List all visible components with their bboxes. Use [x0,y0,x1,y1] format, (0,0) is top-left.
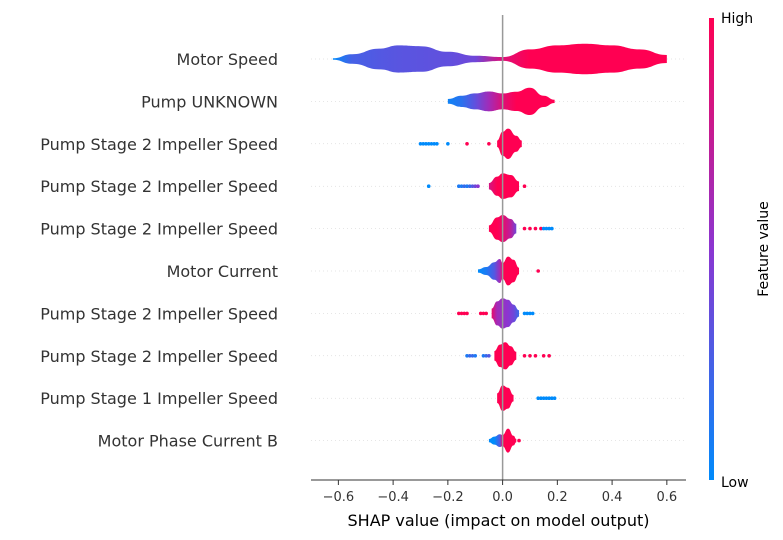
outlier-point [528,226,532,231]
outlier-point [476,184,480,188]
x-axis: −0.6 −0.4 −0.2 0.0 0.2 0.4 0.6 [311,479,686,505]
outlier-point [473,184,478,188]
outlier-point [517,438,521,443]
outlier-point [528,311,532,316]
outlier-point [462,184,467,188]
outlier-point [432,142,436,146]
x-tick-label: −0.2 [432,490,464,505]
x-tick-label: 0.4 [602,490,623,505]
colorbar-title: Feature value [756,201,772,297]
outlier-point [470,184,475,188]
x-tick-label: 0.0 [492,490,513,505]
feature-label: Pump Stage 2 Impeller Speed [40,135,278,154]
outlier-point [465,354,469,358]
outlier-point [435,142,439,146]
outlier-point [473,354,478,358]
outlier-point [478,311,483,316]
feature-rows: Motor Speed Pump UNKNOWN Pump Stage 2 Impe… [40,50,686,451]
outlier-point [462,311,467,316]
outlier-point [522,311,527,316]
feature-label: Pump Stage 2 Impeller Speed [40,347,278,366]
colorbar: High Low Feature value [709,11,772,491]
colorbar-bar [709,18,714,480]
feature-label: Motor Phase Current B [98,432,278,451]
outlier-point [446,142,450,146]
outlier-point [457,184,461,188]
outlier-point [481,354,486,358]
feature-label: Pump Stage 2 Impeller Speed [40,304,278,323]
outlier-point [426,142,431,146]
outlier-point [525,311,530,316]
outlier-point [429,142,434,146]
outlier-point [484,311,488,316]
outlier-point [459,311,464,316]
outlier-point [467,184,472,188]
outlier-point [528,354,532,358]
violin-shape [491,298,520,329]
violin-shape [494,342,517,370]
outlier-point [550,396,554,401]
feature-label: Motor Current [167,262,278,281]
outlier-point [547,396,551,401]
outlier-point [547,226,551,231]
outlier-point [541,396,546,401]
feature-label: Pump UNKNOWN [141,92,278,111]
outlier-point [536,396,540,401]
outlier-point [544,226,549,231]
outlier-point [544,396,549,401]
x-axis-title: SHAP value (impact on model output) [348,511,650,530]
outlier-point [541,226,546,231]
outlier-point [487,354,491,358]
outlier-point [539,396,543,401]
x-tick-label: −0.6 [323,490,355,505]
outlier-point [522,354,527,358]
outlier-point [541,354,546,358]
outlier-point [522,226,527,231]
colorbar-low-label: Low [721,475,749,491]
violin-shape [497,385,514,411]
outlier-point [465,142,469,146]
feature-label: Pump Stage 2 Impeller Speed [40,220,278,239]
violin-shape [488,173,520,199]
feature-label: Pump Stage 2 Impeller Speed [40,177,278,196]
feature-label: Motor Speed [177,50,278,69]
x-tick-label: −0.4 [377,490,409,505]
violin-shape [332,43,667,75]
outlier-point [465,184,469,188]
x-tick-label: 0.2 [547,490,568,505]
violin-shape [497,128,522,159]
outlier-point [547,354,551,358]
x-tick-label: 0.6 [656,490,677,505]
outlier-point [457,311,461,316]
outlier-point [550,226,554,231]
violin-shape [477,256,520,286]
outlier-point [487,142,491,146]
outlier-point [522,184,527,188]
outlier-point [465,311,469,316]
outlier-point [418,142,423,146]
outlier-point [470,354,475,358]
outlier-point [536,269,540,273]
outlier-point [467,354,472,358]
colorbar-high-label: High [721,11,753,27]
outlier-point [533,226,538,231]
outlier-point [421,142,426,146]
outlier-point [424,142,428,146]
outlier-point [426,184,431,188]
outlier-point [539,226,543,231]
violin-shape [447,87,555,115]
outlier-point [484,354,488,358]
violins [332,43,667,453]
outlier-point [459,184,464,188]
feature-label: Pump Stage 1 Impeller Speed [40,389,278,408]
outlier-point [552,396,557,401]
outlier-point [530,311,535,316]
outlier-point [481,311,486,316]
outlier-point [533,354,538,358]
